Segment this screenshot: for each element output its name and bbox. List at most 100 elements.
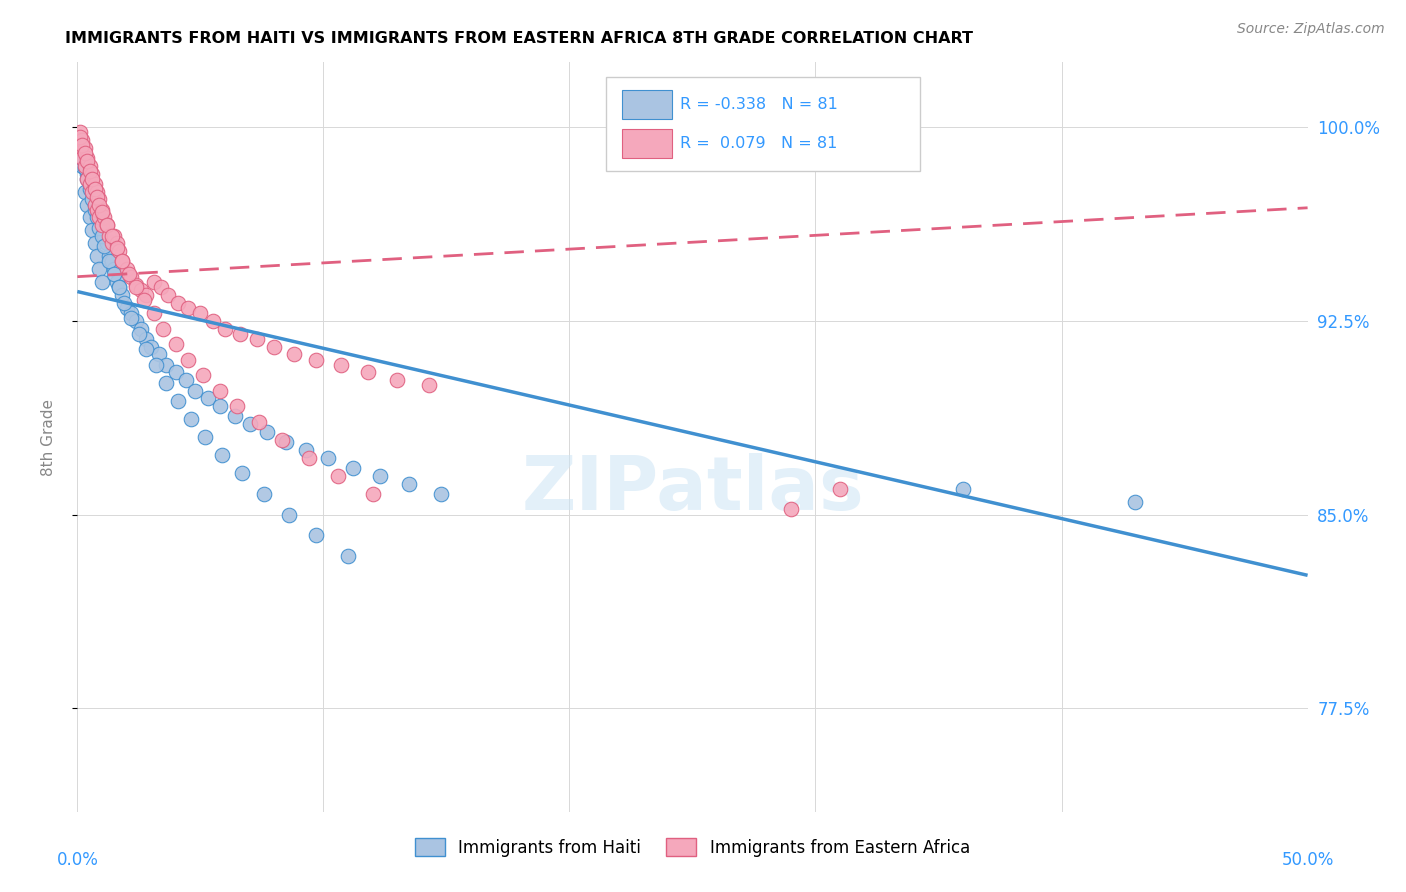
Point <box>278 508 301 522</box>
Point <box>132 293 155 307</box>
Point <box>226 399 249 413</box>
Point <box>83 197 105 211</box>
Point <box>79 164 101 178</box>
Point <box>90 218 114 232</box>
Point <box>188 306 212 320</box>
Point <box>152 321 174 335</box>
Point <box>90 218 114 232</box>
Point <box>89 211 111 225</box>
Point <box>249 415 271 429</box>
Point <box>239 417 262 432</box>
Point <box>79 159 101 173</box>
Point <box>125 314 148 328</box>
Point <box>79 182 101 196</box>
Y-axis label: 8th Grade: 8th Grade <box>42 399 56 475</box>
Point <box>83 177 105 191</box>
Point <box>305 352 328 367</box>
Point <box>256 425 278 439</box>
Point <box>82 171 104 186</box>
Point <box>93 239 115 253</box>
Point <box>121 311 143 326</box>
Point <box>98 249 121 263</box>
Point <box>125 280 148 294</box>
Point <box>283 347 305 361</box>
Point <box>76 153 98 168</box>
Point <box>430 487 453 501</box>
Point <box>90 205 114 219</box>
Point <box>96 236 118 251</box>
Point <box>105 275 128 289</box>
Point <box>329 358 352 372</box>
Point <box>76 167 98 181</box>
FancyBboxPatch shape <box>623 129 672 158</box>
Point <box>69 141 91 155</box>
Point <box>357 366 380 380</box>
Point <box>111 254 132 268</box>
Text: ZIPatlas: ZIPatlas <box>522 453 863 526</box>
Point <box>69 133 91 147</box>
Point <box>209 384 232 398</box>
Point <box>194 430 217 444</box>
Point <box>76 151 98 165</box>
Point <box>73 161 96 176</box>
Point <box>270 433 292 447</box>
Point <box>108 244 131 258</box>
Point <box>73 185 96 199</box>
Point <box>112 295 135 310</box>
Point <box>86 211 108 225</box>
Point <box>295 442 318 457</box>
FancyBboxPatch shape <box>623 90 672 119</box>
FancyBboxPatch shape <box>606 78 920 171</box>
Point <box>214 321 236 335</box>
Point <box>86 190 108 204</box>
Point <box>326 468 350 483</box>
Point <box>69 125 91 139</box>
Point <box>142 306 165 320</box>
Text: Source: ZipAtlas.com: Source: ZipAtlas.com <box>1237 22 1385 37</box>
Point <box>209 399 232 413</box>
Point <box>73 151 96 165</box>
Point <box>177 352 200 367</box>
Point <box>318 450 340 465</box>
Point <box>165 366 187 380</box>
Point <box>231 467 253 481</box>
Point <box>276 435 298 450</box>
Point <box>105 236 128 251</box>
Point <box>167 393 190 408</box>
Point <box>361 487 384 501</box>
Point <box>135 288 157 302</box>
Point <box>780 502 803 516</box>
Point <box>135 332 157 346</box>
Point <box>228 326 252 341</box>
Point <box>418 378 440 392</box>
Point <box>111 288 132 302</box>
Point <box>103 268 125 282</box>
Point <box>830 482 852 496</box>
Point <box>952 482 974 496</box>
Point <box>89 220 111 235</box>
Point <box>86 185 108 199</box>
Point <box>197 392 219 406</box>
Point <box>125 277 148 292</box>
Point <box>76 171 98 186</box>
Point <box>155 376 177 390</box>
Point <box>98 254 121 268</box>
Point <box>103 228 125 243</box>
Point <box>101 236 124 251</box>
Point <box>90 228 114 243</box>
Point <box>89 211 111 225</box>
Point <box>337 549 360 563</box>
Point <box>129 321 153 335</box>
Text: R =  0.079   N = 81: R = 0.079 N = 81 <box>681 136 838 151</box>
Point <box>83 202 105 217</box>
Point <box>93 228 115 243</box>
Point <box>368 468 391 483</box>
Point <box>150 280 173 294</box>
Point <box>73 145 96 160</box>
Point <box>83 182 105 196</box>
Point <box>82 185 104 199</box>
Point <box>135 343 157 357</box>
Point <box>101 254 124 268</box>
Point <box>224 409 246 424</box>
Point <box>342 461 364 475</box>
